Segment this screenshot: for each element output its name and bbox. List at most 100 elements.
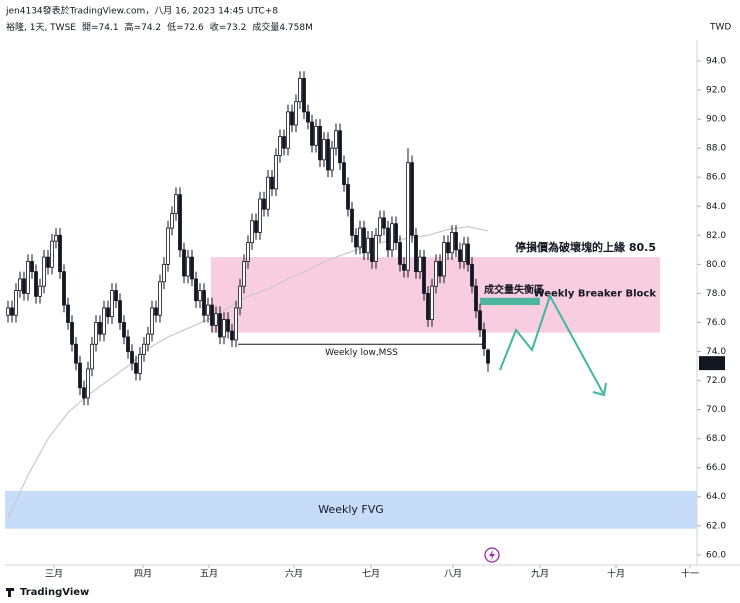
candle-body <box>390 223 394 251</box>
candle-body <box>354 234 358 248</box>
candle-body <box>154 307 158 316</box>
x-tick-label: 九月 <box>531 569 549 580</box>
candle-body <box>478 310 482 331</box>
candle-body <box>362 227 366 254</box>
candle-body <box>278 136 282 156</box>
candle-body <box>338 130 342 164</box>
candle-body <box>250 220 254 243</box>
candle-body <box>350 208 354 236</box>
candle-body <box>174 194 178 214</box>
candle-body <box>78 362 82 389</box>
candle-body <box>274 155 278 190</box>
candle-body <box>54 234 58 242</box>
candle-body <box>110 290 114 318</box>
candle-body <box>86 368 90 399</box>
candle-body <box>302 78 306 113</box>
credit: jen4134發表於TradingView.com，八月 16, 2023 14… <box>5 5 278 17</box>
y-tick-label: 78.0 <box>706 289 726 299</box>
candle-body <box>402 263 406 271</box>
candle-body <box>430 285 434 320</box>
candle-body <box>182 249 186 277</box>
candle-body <box>482 329 486 350</box>
x-tick-label: 十一 <box>681 568 699 580</box>
candle-body <box>130 351 134 364</box>
last-price: 73.2 <box>702 359 722 369</box>
candle-body <box>226 319 230 332</box>
candle-body <box>38 285 42 297</box>
zone-label: 成交量失衡區 <box>484 283 544 296</box>
zone-label: Weekly Breaker Block <box>534 288 657 299</box>
y-tick-label: 76.0 <box>706 318 726 328</box>
y-tick-label: 68.0 <box>706 434 726 444</box>
candle-body <box>266 176 270 210</box>
candle-body <box>22 278 26 294</box>
candle-body <box>426 293 430 320</box>
candle-body <box>466 243 470 265</box>
candle-body <box>234 307 238 341</box>
candle-body <box>442 242 446 277</box>
candle-body <box>410 162 414 236</box>
candle-body <box>246 242 250 262</box>
candle-body <box>238 285 242 309</box>
candle-body <box>170 213 174 229</box>
candle-body <box>146 333 150 345</box>
candle-body <box>18 278 22 291</box>
candle-body <box>46 256 50 268</box>
candle-body <box>42 256 46 287</box>
logo <box>6 588 14 597</box>
candle-body <box>10 307 14 316</box>
candle-body <box>262 198 266 210</box>
candle-body <box>74 343 78 364</box>
candle-body <box>486 349 490 364</box>
candle-body <box>142 343 146 355</box>
candle-body <box>398 242 402 265</box>
candle-body <box>218 313 222 338</box>
candle-body <box>454 232 458 251</box>
x-tick-label: 三月 <box>45 569 63 580</box>
y-tick-label: 80.0 <box>706 260 726 270</box>
candle-body <box>206 304 210 316</box>
candle-body <box>254 220 258 233</box>
candle-body <box>114 290 118 302</box>
y-tick-label: 82.0 <box>706 231 726 241</box>
y-tick-label: 64.0 <box>706 492 726 502</box>
candle-body <box>14 290 18 316</box>
candle-body <box>342 162 346 185</box>
candle-body <box>6 307 10 316</box>
x-tick-label: 七月 <box>362 569 380 580</box>
y-tick-label: 62.0 <box>706 521 726 531</box>
candle-body <box>334 130 338 149</box>
y-tick-label: 88.0 <box>706 144 726 154</box>
arrow-head <box>592 382 607 397</box>
candle-body <box>62 271 66 306</box>
candle-body <box>470 263 474 287</box>
symbol: 裕隆, 1天, TWSE <box>6 21 76 33</box>
candle-body <box>70 322 74 345</box>
y-tick-label: 74.0 <box>706 347 726 357</box>
candle-body <box>26 261 30 294</box>
y-tick-label: 92.0 <box>706 86 726 96</box>
candle-body <box>30 261 34 273</box>
level-label: Weekly low,MSS <box>325 348 398 358</box>
y-tick-label: 94.0 <box>706 57 726 67</box>
candle-body <box>282 136 286 149</box>
candle-body <box>450 232 454 254</box>
currency: TWD <box>709 23 731 33</box>
candle-body <box>102 307 106 335</box>
candle-body <box>122 322 126 338</box>
y-tick-label: 72.0 <box>706 376 726 386</box>
x-tick-label: 六月 <box>285 568 303 580</box>
candle-body <box>202 290 206 316</box>
zone-label: Weekly FVG <box>318 503 384 516</box>
candle-body <box>82 387 86 399</box>
candle-body <box>194 278 198 302</box>
candle-body <box>446 242 450 254</box>
candle-body <box>370 237 374 262</box>
candle-body <box>366 237 370 254</box>
ohlc-value: 73.2 <box>226 23 246 33</box>
zone-note: 停損價為破壞塊的上緣 80.5 <box>515 240 656 254</box>
candle-body <box>386 227 390 251</box>
candle-body <box>190 256 194 280</box>
candle-body <box>90 343 94 370</box>
